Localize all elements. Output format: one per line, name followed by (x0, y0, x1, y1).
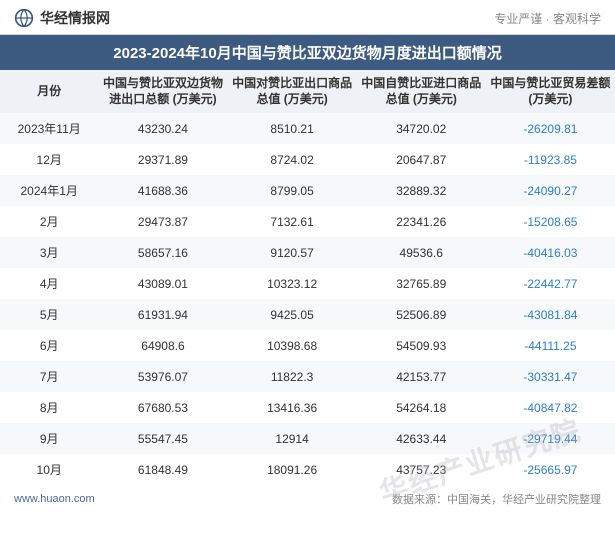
cell-total: 29371.89 (98, 144, 227, 175)
cell-import: 32889.32 (357, 175, 486, 206)
cell-total: 41688.36 (98, 175, 227, 206)
cell-total: 67680.53 (98, 392, 227, 423)
table-body: 2023年11月43230.248510.2134720.02-26209.81… (0, 113, 615, 485)
table-row: 5月61931.949425.0552506.89-43081.84 (0, 299, 615, 330)
table-header-row: 月份 中国与赞比亚双边货物进出口总额 (万美元) 中国对赞比亚出口商品总值 (万… (0, 70, 615, 113)
col-header-balance: 中国与赞比亚贸易差额 (万美元) (486, 70, 615, 113)
cell-import: 42153.77 (357, 361, 486, 392)
cell-month: 5月 (0, 299, 98, 330)
cell-balance: -44111.25 (486, 330, 615, 361)
chart-title: 2023-2024年10月中国与赞比亚双边货物月度进出口额情况 (0, 35, 615, 70)
col-header-month: 月份 (0, 70, 98, 113)
cell-balance: -22442.77 (486, 268, 615, 299)
cell-export: 13416.36 (228, 392, 357, 423)
cell-month: 6月 (0, 330, 98, 361)
table-row: 12月29371.898724.0220647.87-11923.85 (0, 144, 615, 175)
cell-export: 9425.05 (228, 299, 357, 330)
cell-balance: -11923.85 (486, 144, 615, 175)
cell-total: 55547.45 (98, 423, 227, 454)
table-row: 2024年1月41688.368799.0532889.32-24090.27 (0, 175, 615, 206)
cell-balance: -25665.97 (486, 454, 615, 485)
cell-balance: -40416.03 (486, 237, 615, 268)
cell-balance: -29719.44 (486, 423, 615, 454)
table-row: 7月53976.0711822.342153.77-30331.47 (0, 361, 615, 392)
cell-total: 29473.87 (98, 206, 227, 237)
cell-total: 58657.16 (98, 237, 227, 268)
cell-total: 61848.49 (98, 454, 227, 485)
cell-export: 12914 (228, 423, 357, 454)
table-row: 4月43089.0110323.1232765.89-22442.77 (0, 268, 615, 299)
footer-url: www.huaon.com (14, 493, 95, 505)
page-footer: www.huaon.com 数据来源：中国海关，华经产业研究院整理 (0, 485, 615, 513)
cell-month: 2月 (0, 206, 98, 237)
cell-export: 18091.26 (228, 454, 357, 485)
cell-export: 7132.61 (228, 206, 357, 237)
cell-export: 8799.05 (228, 175, 357, 206)
cell-total: 61931.94 (98, 299, 227, 330)
logo-text: 华经情报网 (40, 8, 110, 28)
cell-export: 8724.02 (228, 144, 357, 175)
table-row: 10月61848.4918091.2643757.23-25665.97 (0, 454, 615, 485)
cell-month: 8月 (0, 392, 98, 423)
table-row: 9月55547.451291442633.44-29719.44 (0, 423, 615, 454)
cell-balance: -40847.82 (486, 392, 615, 423)
cell-total: 43089.01 (98, 268, 227, 299)
cell-balance: -43081.84 (486, 299, 615, 330)
cell-month: 3月 (0, 237, 98, 268)
cell-import: 42633.44 (357, 423, 486, 454)
cell-balance: -30331.47 (486, 361, 615, 392)
cell-total: 64908.6 (98, 330, 227, 361)
cell-balance: -15208.65 (486, 206, 615, 237)
data-table-wrap: 月份 中国与赞比亚双边货物进出口总额 (万美元) 中国对赞比亚出口商品总值 (万… (0, 70, 615, 485)
table-row: 2月29473.877132.6122341.26-15208.65 (0, 206, 615, 237)
cell-import: 52506.89 (357, 299, 486, 330)
cell-month: 7月 (0, 361, 98, 392)
col-header-export: 中国对赞比亚出口商品总值 (万美元) (228, 70, 357, 113)
footer-source: 数据来源：中国海关，华经产业研究院整理 (392, 491, 601, 507)
table-row: 8月67680.5313416.3654264.18-40847.82 (0, 392, 615, 423)
cell-export: 11822.3 (228, 361, 357, 392)
table-row: 6月64908.610398.6854509.93-44111.25 (0, 330, 615, 361)
cell-month: 4月 (0, 268, 98, 299)
table-row: 3月58657.169120.5749536.6-40416.03 (0, 237, 615, 268)
cell-export: 10398.68 (228, 330, 357, 361)
cell-month: 2024年1月 (0, 175, 98, 206)
cell-import: 54264.18 (357, 392, 486, 423)
page-header: 华经情报网 专业严谨 · 客观科学 (0, 0, 615, 35)
cell-export: 10323.12 (228, 268, 357, 299)
table-row: 2023年11月43230.248510.2134720.02-26209.81 (0, 113, 615, 144)
header-tagline: 专业严谨 · 客观科学 (494, 10, 601, 27)
globe-icon (14, 8, 34, 28)
cell-export: 8510.21 (228, 113, 357, 144)
cell-total: 53976.07 (98, 361, 227, 392)
cell-month: 10月 (0, 454, 98, 485)
cell-import: 54509.93 (357, 330, 486, 361)
cell-total: 43230.24 (98, 113, 227, 144)
cell-import: 32765.89 (357, 268, 486, 299)
cell-import: 34720.02 (357, 113, 486, 144)
cell-balance: -24090.27 (486, 175, 615, 206)
cell-balance: -26209.81 (486, 113, 615, 144)
cell-month: 9月 (0, 423, 98, 454)
logo-area: 华经情报网 (14, 8, 110, 28)
cell-export: 9120.57 (228, 237, 357, 268)
col-header-import: 中国自赞比亚进口商品总值 (万美元) (357, 70, 486, 113)
data-table: 月份 中国与赞比亚双边货物进出口总额 (万美元) 中国对赞比亚出口商品总值 (万… (0, 70, 615, 485)
cell-import: 22341.26 (357, 206, 486, 237)
cell-month: 12月 (0, 144, 98, 175)
cell-import: 43757.23 (357, 454, 486, 485)
cell-import: 49536.6 (357, 237, 486, 268)
cell-import: 20647.87 (357, 144, 486, 175)
cell-month: 2023年11月 (0, 113, 98, 144)
col-header-total: 中国与赞比亚双边货物进出口总额 (万美元) (98, 70, 227, 113)
